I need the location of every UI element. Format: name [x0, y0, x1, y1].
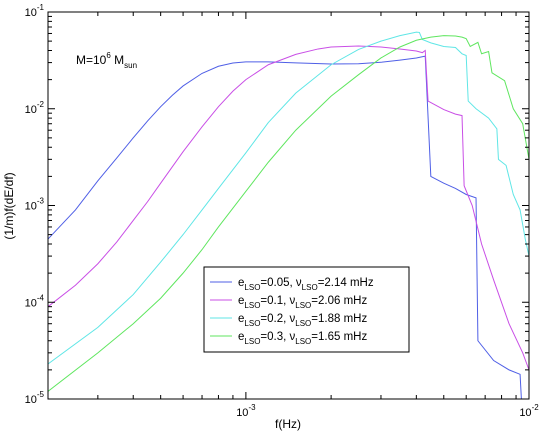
- series-line-4: [48, 35, 529, 392]
- y-tick-label: 10-3: [25, 197, 45, 213]
- series-line-2: [48, 45, 529, 371]
- y-tick-label: 10-1: [25, 3, 45, 19]
- legend-label-4: eLSO=0.3, νLSO=1.65 mHz: [238, 331, 367, 346]
- y-tick-label: 10-5: [25, 390, 45, 406]
- legend: eLSO=0.05, νLSO=2.14 mHz eLSO=0.1, νLSO=2…: [203, 266, 410, 353]
- x-tick-label: 10-2: [519, 403, 539, 419]
- legend-box: [203, 266, 410, 353]
- legend-label-1: eLSO=0.05, νLSO=2.14 mHz: [238, 277, 374, 292]
- mass-annotation-subscript: sun: [124, 61, 137, 70]
- series-line-3: [48, 31, 529, 365]
- series-line-1: [48, 55, 522, 399]
- x-tick-label: 10-3: [236, 403, 256, 419]
- legend-label-2: eLSO=0.1, νLSO=2.06 mHz: [238, 295, 367, 310]
- tick-labels: 10-3 10-2 10-1 10-2 10-3 10-4 10-5: [25, 3, 540, 419]
- axis-ticks: [47, 11, 530, 400]
- y-tick-label: 10-4: [25, 293, 45, 309]
- mass-annotation-prefix: M=10: [76, 53, 107, 67]
- mass-annotation-mid: M: [111, 53, 124, 67]
- y-tick-label: 10-2: [25, 100, 45, 116]
- mass-annotation: M=106 Msun: [76, 51, 137, 70]
- plot-series: [48, 31, 529, 399]
- x-axis-label: f(Hz): [275, 417, 301, 431]
- mass-annotation-exponent: 6: [106, 51, 111, 60]
- legend-label-3: eLSO=0.2, νLSO=1.88 mHz: [238, 313, 367, 328]
- y-axis-label: (1/m)f(dE/df): [2, 172, 16, 239]
